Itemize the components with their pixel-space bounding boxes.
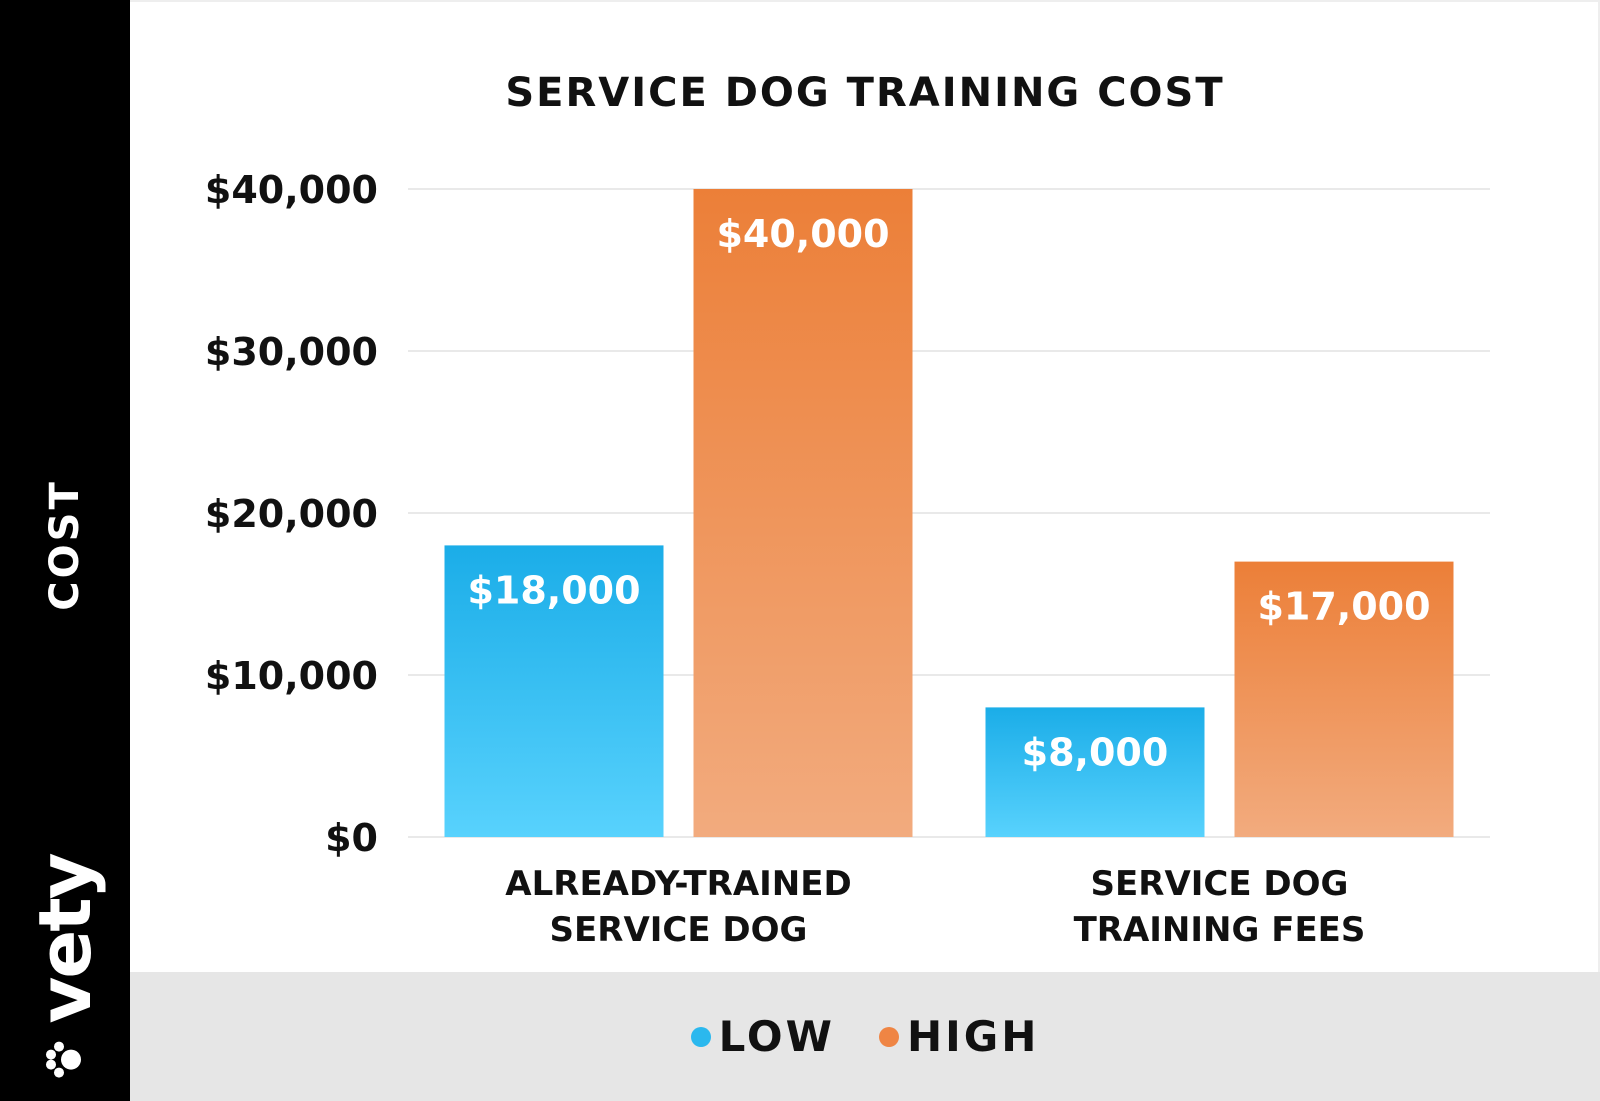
x-category-label: SERVICE DOG <box>1091 864 1349 904</box>
legend-item-high: HIGH <box>878 1012 1040 1061</box>
x-category-label: SERVICE DOG <box>550 910 808 950</box>
data-label: $17,000 <box>1257 585 1430 629</box>
y-tick-label: $0 <box>325 816 378 860</box>
bar-low <box>444 545 664 837</box>
data-label: $40,000 <box>716 212 889 256</box>
legend-dot-low <box>690 1026 711 1047</box>
chart-title: SERVICE DOG TRAINING COST <box>505 70 1225 116</box>
x-category-label: ALREADY-TRAINED <box>505 864 851 904</box>
legend-label-high: HIGH <box>906 1012 1040 1061</box>
data-label: $18,000 <box>467 568 640 612</box>
y-tick-label: $10,000 <box>205 654 378 698</box>
paw-icon <box>46 1041 81 1078</box>
bar-high <box>1234 561 1454 837</box>
legend: LOW HIGH <box>130 972 1600 1101</box>
legend-label-low: LOW <box>718 1012 835 1061</box>
data-label: $8,000 <box>1022 730 1169 774</box>
y-tick-label: $30,000 <box>205 330 378 374</box>
y-tick-label: $40,000 <box>205 168 378 212</box>
bar-high <box>693 189 913 837</box>
vety-logo: vety <box>23 854 107 1081</box>
legend-item-low: LOW <box>690 1012 835 1061</box>
x-category-label: TRAINING FEES <box>1074 910 1366 950</box>
legend-dot-high <box>878 1026 899 1047</box>
legend-bar: LOW HIGH <box>130 972 1600 1101</box>
sidebar: COST vety <box>0 0 130 1101</box>
y-tick-label: $20,000 <box>205 492 378 536</box>
bar-low <box>985 707 1205 837</box>
bar-chart: $0 $10,000 $20,000 $30,000 $40,000 $18,000 $4… <box>205 168 1490 950</box>
